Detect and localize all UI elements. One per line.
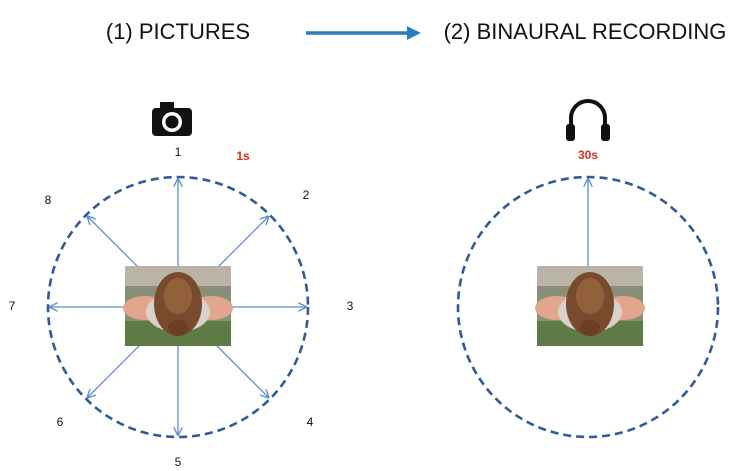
direction-label: 5	[175, 455, 182, 469]
camera-icon	[152, 102, 192, 136]
duration-label: 30s	[578, 148, 598, 162]
direction-label: 7	[9, 299, 16, 313]
direction-label: 6	[57, 415, 64, 429]
headphones-icon	[566, 101, 610, 141]
step-title: (1) PICTURES	[106, 19, 250, 44]
diagram: (1) PICTURES (2) BINAURAL RECORDING 1 2 …	[0, 0, 732, 471]
direction-label: 4	[307, 415, 314, 429]
direction-label: 8	[45, 193, 52, 207]
direction-label: 1	[175, 145, 182, 159]
duration-label: 1s	[236, 149, 250, 163]
step-title: (2) BINAURAL RECORDING	[444, 19, 727, 44]
person-photo	[535, 266, 645, 346]
direction-label: 2	[303, 188, 310, 202]
person-photo	[123, 266, 233, 346]
direction-label: 3	[347, 299, 354, 313]
